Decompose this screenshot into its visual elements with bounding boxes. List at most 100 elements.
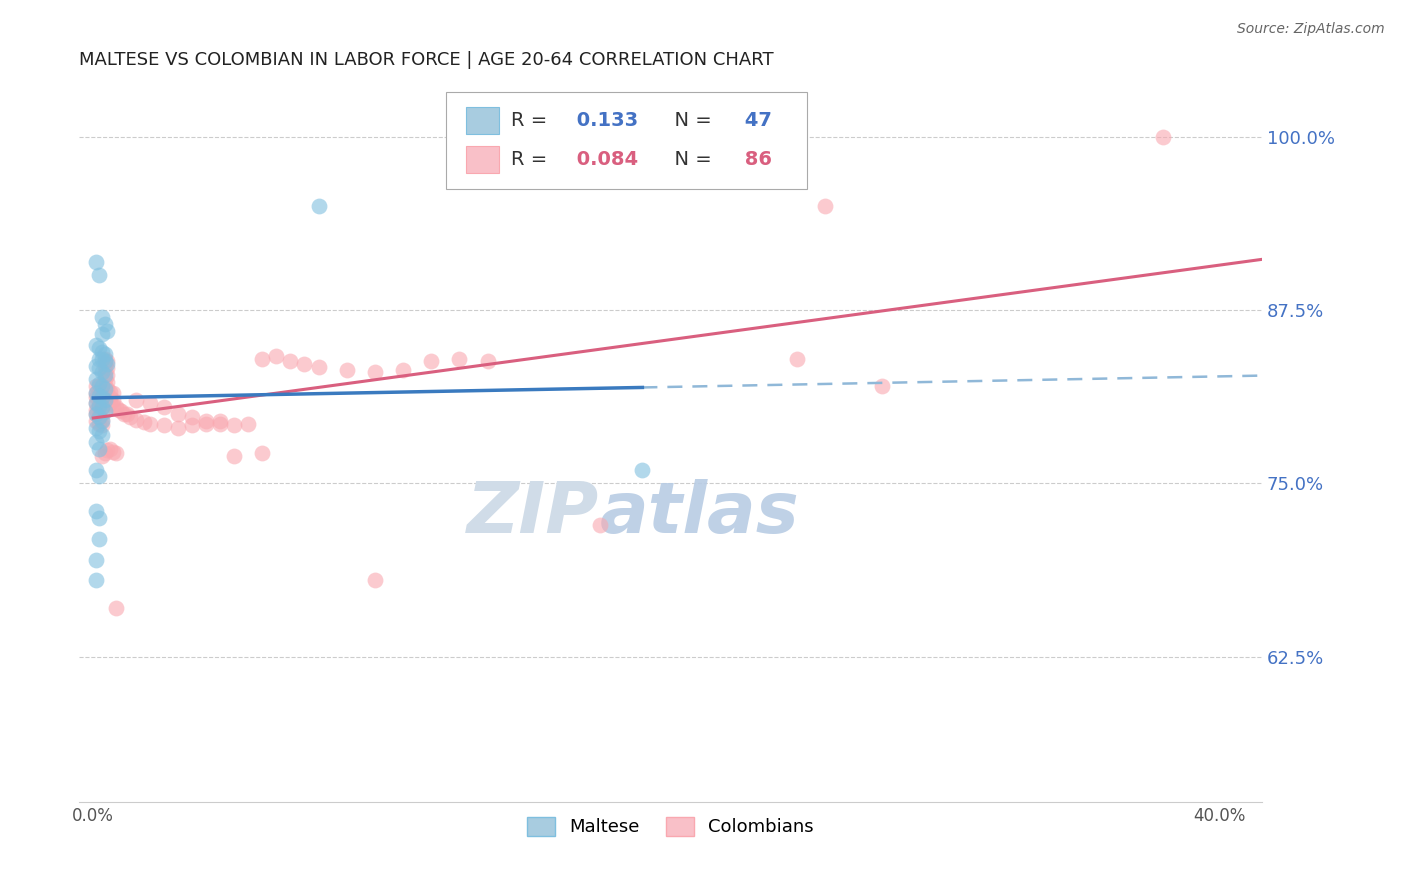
Point xyxy=(90,393,112,408)
Point xyxy=(90,344,112,359)
Text: ZIP: ZIP xyxy=(467,479,599,549)
Point xyxy=(84,414,107,428)
Point xyxy=(308,359,330,374)
Point xyxy=(87,532,110,546)
Point xyxy=(87,442,110,456)
Point xyxy=(90,391,112,405)
Text: 0.084: 0.084 xyxy=(569,150,638,169)
Point xyxy=(112,407,135,421)
Point xyxy=(90,418,112,433)
Point xyxy=(166,421,188,435)
Point xyxy=(266,349,288,363)
Point xyxy=(208,414,231,428)
Point xyxy=(786,351,808,366)
Point xyxy=(98,396,121,410)
Point xyxy=(84,386,107,401)
Point xyxy=(152,418,174,433)
Point xyxy=(87,341,110,355)
Point xyxy=(104,400,127,414)
Point xyxy=(87,351,110,366)
Point xyxy=(589,518,612,533)
Point xyxy=(104,601,127,615)
Point xyxy=(93,347,115,361)
Point xyxy=(90,326,112,341)
Text: 47: 47 xyxy=(738,111,772,129)
Text: N =: N = xyxy=(662,150,718,169)
Point xyxy=(87,389,110,403)
FancyBboxPatch shape xyxy=(465,145,499,173)
Point xyxy=(180,409,202,424)
Point xyxy=(96,361,118,376)
Point xyxy=(84,407,107,421)
Point xyxy=(93,382,115,396)
Point xyxy=(84,254,107,268)
Point xyxy=(870,379,893,393)
Point xyxy=(194,414,217,428)
Point xyxy=(280,354,302,368)
Point xyxy=(392,362,415,376)
FancyBboxPatch shape xyxy=(465,106,499,134)
Point xyxy=(93,446,115,460)
FancyBboxPatch shape xyxy=(446,92,807,189)
Point xyxy=(87,379,110,393)
Point xyxy=(420,354,443,368)
Point xyxy=(98,391,121,405)
Point xyxy=(90,400,112,414)
Point xyxy=(477,354,499,368)
Point xyxy=(87,417,110,431)
Point xyxy=(84,372,107,386)
Point xyxy=(87,399,110,413)
Point xyxy=(96,382,118,396)
Point xyxy=(1152,129,1174,144)
Point xyxy=(84,359,107,373)
Point xyxy=(98,442,121,456)
Point xyxy=(87,376,110,391)
Point xyxy=(87,361,110,376)
Point xyxy=(238,417,260,431)
Point xyxy=(96,375,118,389)
Point xyxy=(115,407,138,421)
Point xyxy=(84,396,107,410)
Point xyxy=(96,354,118,368)
Point xyxy=(90,407,112,421)
Point xyxy=(84,386,107,401)
Point xyxy=(364,574,387,588)
Point xyxy=(308,199,330,213)
Point xyxy=(90,386,112,401)
Point xyxy=(84,403,107,417)
Point xyxy=(87,511,110,525)
Point xyxy=(90,366,112,380)
Point xyxy=(87,393,110,408)
Point xyxy=(90,351,112,366)
Point xyxy=(336,362,359,376)
Point xyxy=(93,393,115,408)
Point xyxy=(631,462,654,476)
Point xyxy=(93,368,115,383)
Text: MALTESE VS COLOMBIAN IN LABOR FORCE | AGE 20-64 CORRELATION CHART: MALTESE VS COLOMBIAN IN LABOR FORCE | AG… xyxy=(79,51,773,69)
Point xyxy=(90,379,112,393)
Text: Source: ZipAtlas.com: Source: ZipAtlas.com xyxy=(1237,22,1385,37)
Text: R =: R = xyxy=(510,150,554,169)
Point xyxy=(90,414,112,428)
Point xyxy=(101,393,124,408)
Text: atlas: atlas xyxy=(599,479,800,549)
Point xyxy=(87,424,110,438)
Point xyxy=(124,393,146,408)
Point xyxy=(252,446,274,460)
Point xyxy=(90,412,112,426)
Point xyxy=(84,552,107,566)
Point xyxy=(93,404,115,418)
Point xyxy=(93,351,115,366)
Point xyxy=(90,400,112,414)
Point xyxy=(152,400,174,414)
Point xyxy=(87,409,110,424)
Point xyxy=(252,351,274,366)
Point xyxy=(101,444,124,458)
Text: 86: 86 xyxy=(738,150,772,169)
Legend: Maltese, Colombians: Maltese, Colombians xyxy=(520,810,821,844)
Point xyxy=(93,317,115,331)
Point xyxy=(364,366,387,380)
Point xyxy=(180,418,202,433)
Point xyxy=(87,409,110,424)
Point xyxy=(101,399,124,413)
